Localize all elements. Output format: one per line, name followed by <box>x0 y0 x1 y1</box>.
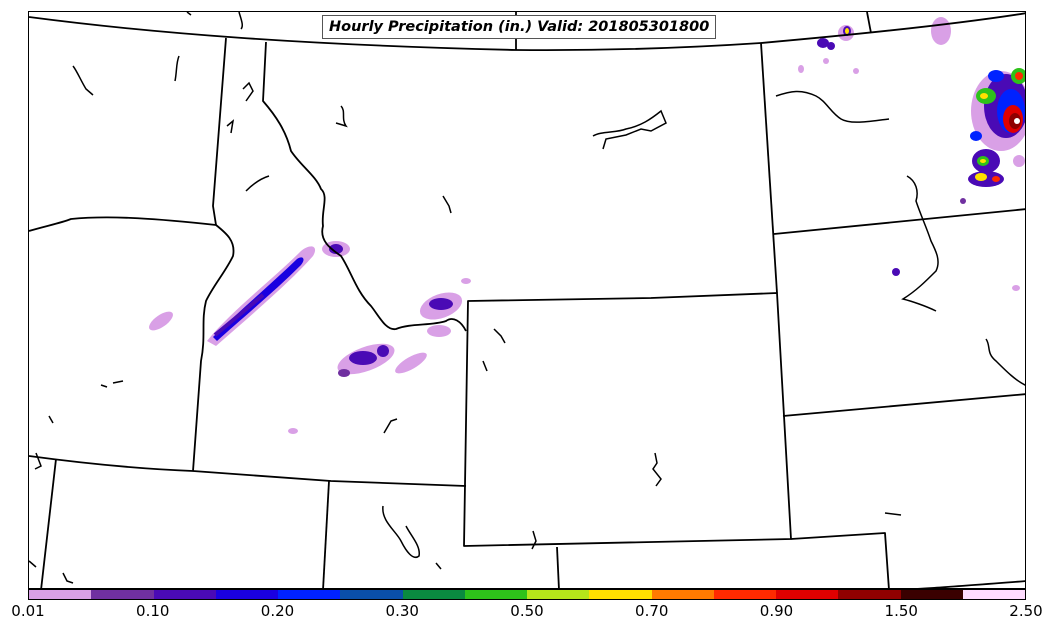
precipitation-map <box>28 11 1026 589</box>
colorbar-tick-label: 0.90 <box>759 602 794 620</box>
precipitation-areas <box>149 17 1025 434</box>
colorbar-tick-label: 0.10 <box>136 602 170 620</box>
colorbar-segment <box>153 590 216 599</box>
precipitation-colorbar <box>28 589 1026 600</box>
colorbar-segment <box>776 590 839 599</box>
map-title: Hourly Precipitation (in.) Valid: 201805… <box>322 15 717 39</box>
colorbar-segment <box>713 590 776 599</box>
colorbar-segment <box>589 590 652 599</box>
colorbar-segment <box>651 590 714 599</box>
colorbar-tick-label: 1.50 <box>884 602 918 620</box>
colorbar-segment <box>402 590 465 599</box>
colorbar-tick-label: 2.50 <box>1009 602 1043 620</box>
colorbar-tick-label: 0.20 <box>260 602 295 620</box>
colorbar-tick-label: 0.70 <box>635 602 669 620</box>
colorbar-tick-labels: 0.01 0.10 0.20 0.30 0.50 0.70 0.90 1.50 2.50 <box>0 600 1054 630</box>
colorbar-segment <box>278 590 341 599</box>
colorbar-segment <box>838 590 901 599</box>
state-boundaries <box>29 12 1025 588</box>
colorbar-segment <box>527 590 590 599</box>
colorbar-segment <box>91 590 154 599</box>
water-features <box>29 12 1025 584</box>
colorbar-segment <box>900 590 963 599</box>
colorbar-segment <box>29 590 92 599</box>
colorbar-segment <box>215 590 278 599</box>
colorbar-segment <box>962 590 1025 599</box>
colorbar-segment <box>464 590 527 599</box>
map-canvas <box>29 12 1025 588</box>
colorbar-tick-label: 0.50 <box>510 602 544 620</box>
colorbar-segment <box>340 590 403 599</box>
colorbar-tick-label: 0.01 <box>11 602 45 620</box>
colorbar-tick-label: 0.30 <box>385 602 419 620</box>
